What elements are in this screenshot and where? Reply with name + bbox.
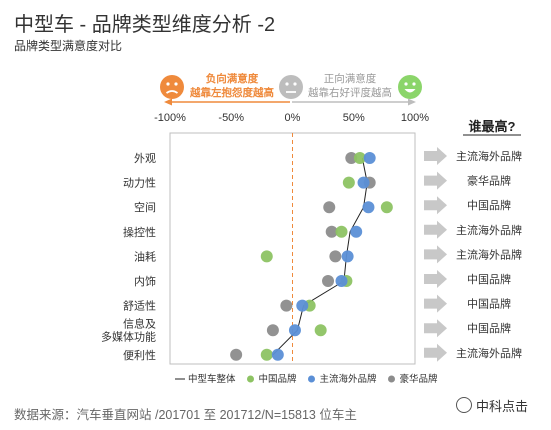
data-point [260,250,273,263]
x-tick-label: 0% [285,112,301,124]
chart-canvas: 负向满意度 越靠左抱怨度越高 正向满意度 越靠右好评度越高 -100% -50% 0… [101,72,522,385]
x-tick-labels: -100% -50% 0% 50% 100% [154,112,429,124]
winner-column: 主流海外品牌豪华品牌中国品牌主流海外品牌主流海外品牌中国品牌中国品牌中国品牌主流… [424,147,522,362]
data-point [329,250,342,263]
data-point [341,250,354,263]
winner-label: 主流海外品牌 [456,149,522,163]
category-label: 动力性 [123,176,156,190]
winner-arrow-icon [424,270,447,288]
data-point [357,176,370,189]
data-points [230,152,393,361]
winner-arrow-icon [424,245,447,264]
data-source-note: 数据来源：汽车垂直网站 /201701 至 201712/N=15813 位车主 [14,408,357,422]
winner-label: 主流海外品牌 [456,247,522,261]
winner-arrow-icon [424,147,447,165]
winner-arrow-icon [424,171,447,190]
satisfaction-banner: 负向满意度 越靠左抱怨度越高 正向满意度 越靠右好评度越高 [160,72,422,106]
data-point [288,324,301,337]
legend-label: 豪华品牌 [400,373,439,385]
data-point [260,348,273,361]
data-point [335,275,348,287]
x-tick-label: -100% [154,112,186,124]
data-point [345,152,358,164]
page-title: 中型车 - 品牌类型维度分析 -2 [14,14,276,36]
legend-label: 中国品牌 [259,373,298,385]
legend-dot-swatch [388,375,395,383]
angry-face-icon [160,75,184,99]
chart-subtitle: 品牌类型满意度对比 [14,39,123,53]
data-point [335,225,348,238]
category-label: 操控性 [123,225,156,239]
data-point [380,201,393,214]
category-label: 外观 [134,152,156,165]
neutral-face-icon [279,75,303,99]
data-point [350,225,363,238]
data-point [353,152,366,164]
winner-label: 中国品牌 [467,321,511,335]
data-point [266,324,279,337]
winner-arrow-icon [424,319,447,338]
legend-label: 主流海外品牌 [320,373,378,385]
legend-dot-swatch [247,375,254,383]
negative-arrowhead [164,98,172,106]
positive-label-line2: 越靠右好评度越高 [308,86,392,99]
data-point [342,176,355,189]
winner-arrow-icon [424,343,447,362]
winner-label: 豪华品牌 [467,174,511,188]
positive-label-line1: 正向满意度 [324,72,377,85]
category-label: 油耗 [134,249,156,263]
chart-legend: 中型车整体 中国品牌 主流海外品牌 豪华品牌 [175,373,438,385]
data-point [362,201,375,214]
x-tick-label: -50% [218,112,244,124]
winner-header: 谁最高? [469,119,516,134]
wechat-logo-icon [456,397,472,413]
winner-label: 中国品牌 [467,297,511,311]
x-tick-label: 50% [343,112,365,124]
smile-face-icon [398,75,422,99]
watermark: 中科点击 [456,396,528,415]
data-point [322,275,335,287]
winner-arrow-icon [424,196,447,215]
winner-label: 中国品牌 [467,198,511,212]
category-label: 便利性 [123,348,156,362]
winner-label: 中国品牌 [467,272,511,286]
positive-arrowhead [408,98,416,106]
data-point [323,201,336,214]
winner-arrow-icon [424,294,447,313]
category-label: 信息及多媒体功能 [101,317,156,344]
legend-dot-swatch [308,375,315,383]
legend-label: 中型车整体 [188,373,236,385]
winner-arrow-icon [424,220,447,239]
data-point [271,348,284,361]
data-point [363,152,376,164]
category-label: 内饰 [134,274,156,288]
winner-label: 主流海外品牌 [456,346,522,360]
category-label: 舒适性 [123,299,156,313]
negative-label-line2: 越靠左抱怨度越高 [189,86,274,99]
data-point [230,348,243,361]
data-point [325,225,338,238]
data-point [280,299,293,312]
category-label: 空间 [134,200,156,214]
data-point [314,324,327,337]
x-tick-label: 100% [401,112,429,124]
data-point [296,299,309,312]
watermark-text: 中科点击 [476,399,529,414]
negative-label-line1: 负向满意度 [206,72,259,85]
winner-label: 主流海外品牌 [456,223,522,237]
